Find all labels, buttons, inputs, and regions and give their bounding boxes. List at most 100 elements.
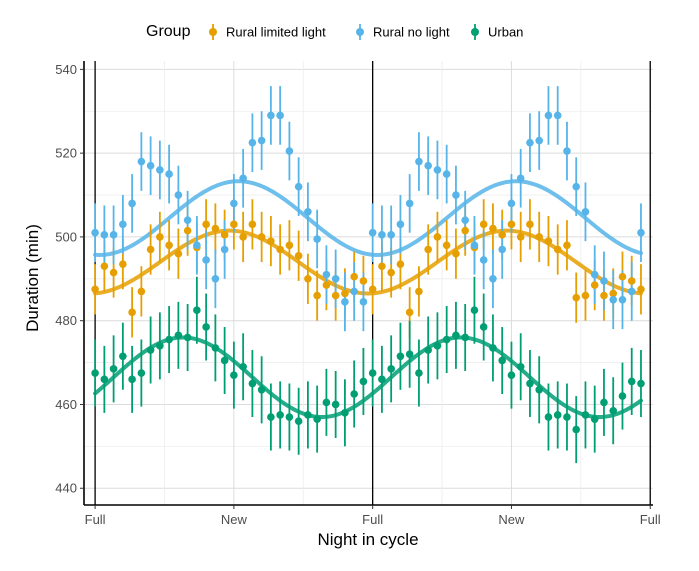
data-point <box>313 235 321 243</box>
data-point <box>600 277 608 285</box>
data-point <box>627 377 636 386</box>
data-point <box>553 245 562 254</box>
data-point <box>211 344 220 352</box>
data-point <box>304 411 312 419</box>
data-point <box>109 365 118 373</box>
data-point <box>433 233 442 241</box>
legend-label: Rural no light <box>373 25 450 40</box>
data-point <box>248 220 257 229</box>
data-point <box>331 400 340 409</box>
data-point <box>553 411 562 419</box>
data-point <box>479 256 488 264</box>
data-point <box>230 199 238 208</box>
data-point <box>331 291 340 300</box>
data-point <box>535 136 543 145</box>
data-point <box>396 352 405 361</box>
x-axis-title: Night in cycle <box>317 530 418 549</box>
data-point <box>424 245 432 254</box>
data-point <box>100 375 109 384</box>
fit-curve <box>93 179 643 257</box>
data-point <box>100 262 109 271</box>
data-point <box>128 199 136 208</box>
data-point <box>600 398 608 407</box>
legend-title: Group <box>146 23 191 40</box>
data-point <box>220 245 229 254</box>
data-point <box>322 281 331 289</box>
data-point <box>489 224 497 233</box>
data-point <box>174 249 183 258</box>
data-point <box>581 411 590 419</box>
data-point <box>313 415 321 423</box>
data-point <box>405 350 414 359</box>
data-point <box>637 228 645 237</box>
data-point <box>211 224 220 233</box>
data-point <box>535 233 543 241</box>
data-point <box>396 260 405 268</box>
data-point <box>183 216 192 224</box>
data-point <box>267 111 275 120</box>
data-point <box>507 199 516 208</box>
data-point <box>174 331 183 340</box>
data-point <box>220 231 229 239</box>
data-point <box>461 226 469 235</box>
data-point <box>378 231 386 239</box>
data-point <box>165 335 173 344</box>
data-point <box>479 220 488 229</box>
data-point <box>91 369 99 377</box>
data-point <box>230 371 238 379</box>
data-point <box>359 277 368 285</box>
data-point <box>563 147 571 155</box>
data-point <box>137 369 146 377</box>
data-point <box>581 291 590 300</box>
data-point <box>276 245 284 254</box>
data-point <box>415 287 423 296</box>
data-point <box>202 256 210 264</box>
data-point <box>396 220 405 229</box>
data-point <box>257 136 266 145</box>
data-point <box>526 138 534 147</box>
data-point <box>174 191 183 199</box>
data-point <box>387 268 395 277</box>
data-point <box>415 369 423 377</box>
data-point <box>276 111 284 120</box>
data-point <box>119 220 127 229</box>
data-point <box>553 111 562 120</box>
data-point <box>368 285 377 294</box>
data-point <box>609 295 618 304</box>
data-point <box>322 270 331 279</box>
data-point <box>156 166 164 174</box>
data-point <box>285 413 294 421</box>
legend-key-point <box>209 28 217 36</box>
data-point <box>294 251 303 260</box>
data-point <box>507 220 516 229</box>
data-point <box>359 377 368 386</box>
data-point <box>137 287 146 296</box>
x-tick-label: Full <box>85 512 106 527</box>
y-tick-label: 520 <box>55 146 77 161</box>
data-point <box>211 275 220 283</box>
y-axis-title: Duration (min) <box>23 224 42 332</box>
data-point <box>109 231 118 239</box>
data-point <box>618 272 627 281</box>
data-point <box>498 356 506 365</box>
data-point <box>461 216 469 224</box>
data-point <box>313 291 321 300</box>
legend-key-point <box>356 28 364 36</box>
data-point <box>239 362 247 371</box>
data-point <box>609 289 618 298</box>
data-point <box>257 233 266 241</box>
data-point <box>267 413 275 421</box>
data-point <box>239 233 247 241</box>
data-point <box>442 335 451 344</box>
legend-label: Urban <box>488 25 523 40</box>
data-point <box>544 413 553 421</box>
y-tick-label: 540 <box>55 62 77 77</box>
data-point <box>294 417 303 426</box>
data-point <box>183 333 192 342</box>
data-point <box>544 111 553 120</box>
data-point <box>507 371 516 379</box>
data-point <box>424 161 432 170</box>
data-point <box>415 157 423 166</box>
data-point <box>119 352 127 361</box>
data-point <box>479 323 488 331</box>
